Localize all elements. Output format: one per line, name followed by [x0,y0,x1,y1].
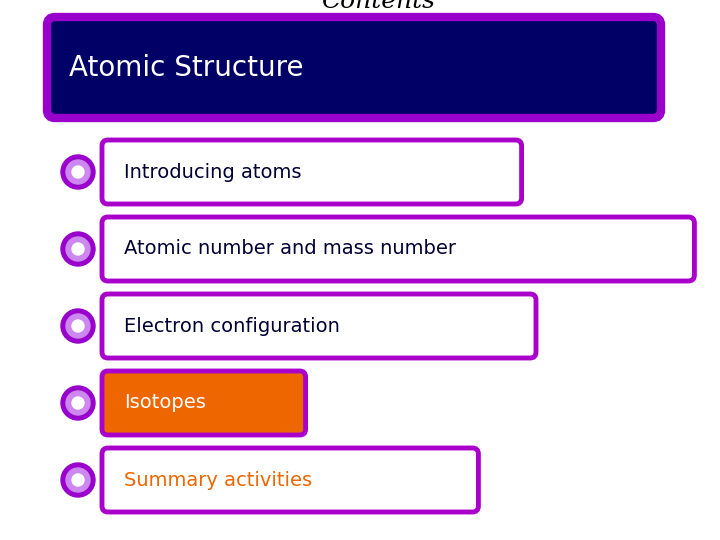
Circle shape [66,160,90,184]
FancyBboxPatch shape [47,17,661,118]
Circle shape [72,243,84,255]
Circle shape [61,155,95,189]
FancyBboxPatch shape [102,217,694,281]
Text: Electron configuration: Electron configuration [124,316,340,335]
Circle shape [72,320,84,332]
Text: Isotopes: Isotopes [124,394,206,413]
Text: Contents: Contents [321,0,435,13]
Circle shape [61,232,95,266]
Text: Atomic Structure: Atomic Structure [69,53,304,82]
Text: Atomic number and mass number: Atomic number and mass number [124,240,456,259]
Circle shape [66,314,90,338]
FancyBboxPatch shape [102,371,305,435]
Circle shape [66,468,90,492]
Text: Introducing atoms: Introducing atoms [124,163,302,181]
Circle shape [61,463,95,497]
Circle shape [72,397,84,409]
Circle shape [66,391,90,415]
Circle shape [61,309,95,343]
FancyBboxPatch shape [102,294,536,358]
Circle shape [66,237,90,261]
Text: Summary activities: Summary activities [124,470,312,489]
FancyBboxPatch shape [102,448,478,512]
Circle shape [72,474,84,486]
FancyBboxPatch shape [102,140,521,204]
Circle shape [61,386,95,420]
Circle shape [72,166,84,178]
